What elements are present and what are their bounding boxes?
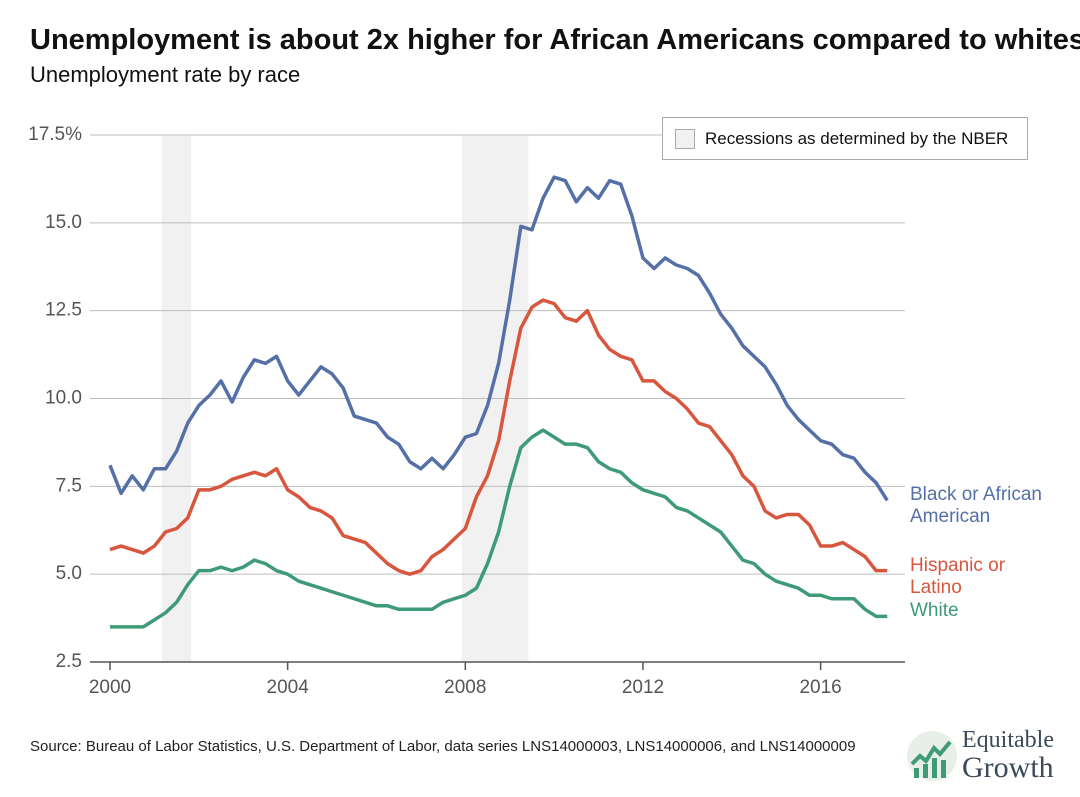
legend-swatch [675,129,695,149]
series-line [108,175,889,502]
source-note: Source: Bureau of Labor Statistics, U.S.… [30,738,856,755]
x-tick-label: 2000 [89,677,131,698]
logo-text: Growth [962,751,1054,784]
series-line [109,428,888,629]
series-label: Hispanic or Latino [910,554,1006,598]
legend: Recessions as determined by the NBER [662,117,1028,160]
series-label: Black or African American [910,484,1042,528]
chart-subtitle: Unemployment rate by race [30,62,301,87]
x-tick-label: 2016 [799,677,841,698]
y-tick-label: 17.5% [28,124,82,145]
x-tick-label: 2012 [622,677,664,698]
series-label: White [910,600,959,622]
logo: Equitable Growth [962,728,1054,783]
y-tick-label: 2.5 [56,651,82,672]
x-tick-label: 2008 [444,677,486,698]
y-tick-label: 7.5 [56,475,82,496]
legend-label: Recessions as determined by the NBER [705,129,1009,148]
chart-title: Unemployment is about 2x higher for Afri… [30,24,1080,56]
y-tick-label: 15.0 [45,212,82,233]
y-tick-label: 5.0 [56,563,82,584]
logo-icon [907,731,957,781]
x-tick-label: 2004 [267,677,310,698]
logo-text: Equitable [962,727,1054,753]
y-tick-label: 10.0 [45,388,82,409]
series-line [109,298,888,576]
y-tick-label: 12.5 [45,300,82,321]
